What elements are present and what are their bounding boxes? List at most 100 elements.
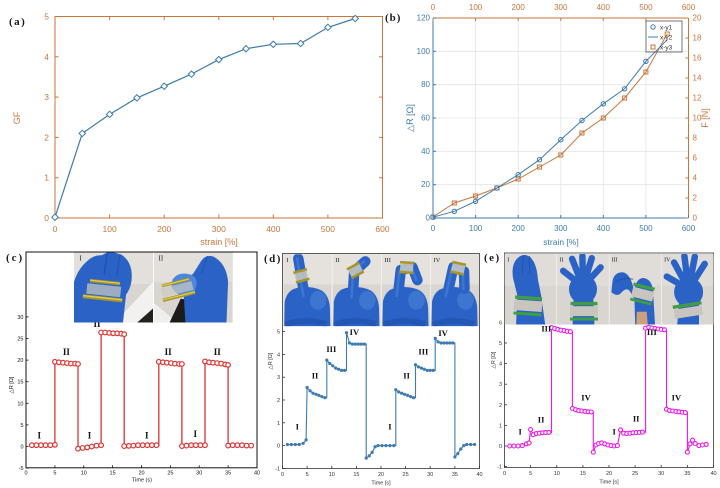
svg-text:0: 0: [44, 213, 49, 223]
svg-text:15: 15: [17, 380, 23, 386]
svg-text:III: III: [384, 257, 391, 264]
svg-text:5: 5: [306, 472, 309, 478]
svg-text:I: I: [613, 427, 617, 437]
svg-text:5: 5: [529, 471, 532, 477]
svg-text:2: 2: [277, 398, 280, 404]
svg-text:10: 10: [554, 471, 560, 477]
svg-text:25: 25: [403, 472, 409, 478]
svg-text:20: 20: [138, 470, 144, 476]
svg-text:6: 6: [499, 320, 502, 326]
svg-text:strain [%]: strain [%]: [543, 237, 578, 247]
svg-text:60: 60: [421, 114, 430, 123]
svg-text:30: 30: [17, 315, 23, 321]
svg-text:400: 400: [597, 3, 611, 12]
svg-text:II: II: [335, 257, 339, 264]
svg-text:5: 5: [499, 341, 502, 347]
svg-text:0: 0: [499, 444, 502, 450]
svg-text:25: 25: [17, 337, 23, 343]
svg-text:I: I: [145, 430, 149, 440]
svg-text:II: II: [538, 414, 545, 424]
svg-text:x-y1: x-y1: [660, 25, 673, 32]
svg-text:4: 4: [693, 174, 698, 183]
svg-text:4: 4: [277, 352, 280, 358]
svg-text:80: 80: [421, 80, 430, 89]
svg-text:15: 15: [580, 471, 586, 477]
svg-text:strain [%]: strain [%]: [200, 237, 238, 247]
svg-text:500: 500: [321, 224, 335, 234]
svg-text:II: II: [93, 319, 101, 329]
svg-text:II: II: [214, 347, 222, 357]
svg-text:25: 25: [167, 470, 173, 476]
svg-text:Time (s): Time (s): [132, 477, 152, 483]
svg-text:2: 2: [693, 194, 698, 203]
svg-text:20: 20: [17, 358, 23, 364]
svg-text:IV: IV: [664, 258, 671, 264]
svg-text:III: III: [612, 258, 618, 264]
svg-text:5: 5: [44, 12, 49, 22]
svg-text:35: 35: [452, 472, 458, 478]
svg-text:△R [Ω]: △R [Ω]: [268, 352, 274, 369]
svg-text:16: 16: [693, 54, 702, 63]
svg-text:400: 400: [266, 224, 280, 234]
svg-text:10: 10: [17, 401, 23, 407]
svg-text:II: II: [63, 347, 71, 357]
svg-text:10: 10: [81, 470, 87, 476]
svg-text:IV: IV: [438, 328, 448, 338]
svg-text:I: I: [507, 258, 509, 264]
svg-text:600: 600: [682, 3, 696, 12]
svg-text:I: I: [388, 422, 392, 432]
svg-text:30: 30: [196, 470, 202, 476]
svg-text:400: 400: [597, 224, 611, 233]
svg-text:III: III: [418, 346, 429, 356]
svg-text:500: 500: [639, 3, 653, 12]
svg-text:0: 0: [503, 471, 506, 477]
svg-text:0: 0: [431, 224, 436, 233]
svg-text:I: I: [88, 430, 92, 440]
svg-text:100: 100: [469, 3, 483, 12]
svg-text:40: 40: [710, 471, 716, 477]
svg-text:10: 10: [693, 114, 702, 123]
svg-text:300: 300: [554, 3, 568, 12]
svg-text:12: 12: [693, 94, 702, 103]
svg-text:100: 100: [417, 47, 431, 56]
svg-text:300: 300: [212, 224, 226, 234]
svg-text:Time [s]: Time [s]: [599, 480, 619, 486]
svg-text:200: 200: [157, 224, 171, 234]
svg-text:II: II: [312, 370, 319, 380]
svg-text:I: I: [286, 257, 288, 264]
svg-text:30: 30: [658, 471, 664, 477]
svg-text:30: 30: [427, 472, 433, 478]
svg-text:8: 8: [693, 134, 698, 143]
svg-text:35: 35: [684, 471, 690, 477]
svg-text:I: I: [80, 255, 83, 263]
svg-text:Time [s]: Time [s]: [371, 481, 391, 487]
svg-text:6: 6: [693, 154, 698, 163]
svg-text:0: 0: [426, 214, 431, 223]
svg-text:5: 5: [20, 423, 23, 429]
svg-text:IV: IV: [672, 393, 682, 403]
svg-text:I: I: [296, 422, 300, 432]
svg-text:-1: -1: [275, 466, 280, 472]
svg-text:x-y2: x-y2: [660, 35, 673, 42]
svg-text:15: 15: [353, 472, 359, 478]
svg-text:20: 20: [378, 472, 384, 478]
svg-text:x-y3: x-y3: [660, 45, 673, 52]
svg-text:35: 35: [225, 470, 231, 476]
svg-text:120: 120: [417, 14, 431, 23]
svg-text:0: 0: [24, 470, 27, 476]
svg-text:1: 1: [499, 423, 502, 429]
svg-text:20: 20: [606, 471, 612, 477]
svg-text:500: 500: [639, 224, 653, 233]
svg-text:4: 4: [499, 362, 502, 368]
svg-text:25: 25: [632, 471, 638, 477]
svg-text:5: 5: [277, 330, 280, 336]
svg-text:40: 40: [421, 147, 430, 156]
svg-text:2: 2: [44, 132, 49, 142]
svg-text:200: 200: [512, 3, 526, 12]
svg-text:IV: IV: [434, 257, 441, 264]
svg-text:300: 300: [554, 224, 568, 233]
svg-text:△R [Ω]: △R [Ω]: [9, 376, 15, 393]
svg-text:600: 600: [375, 224, 389, 234]
svg-text:0: 0: [693, 214, 698, 223]
svg-text:0: 0: [431, 3, 436, 12]
